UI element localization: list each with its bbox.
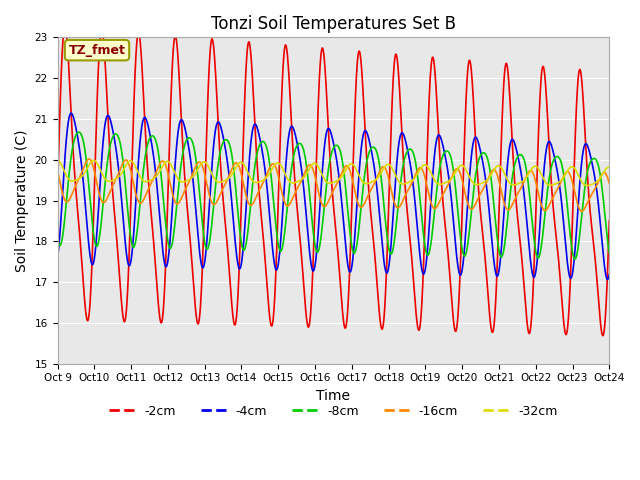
Line: -2cm: -2cm: [58, 26, 609, 336]
-16cm: [82, 160, 90, 166]
-4cm: [323, 132, 330, 137]
-8cm: [323, 185, 330, 191]
-4cm: [82, 210, 90, 216]
Line: -4cm: -4cm: [58, 113, 609, 279]
-4cm: [488, 242, 496, 248]
-4cm: [67, 110, 75, 116]
Line: -16cm: -16cm: [58, 159, 609, 211]
Title: Tonzi Soil Temperatures Set B: Tonzi Soil Temperatures Set B: [211, 15, 456, 33]
-8cm: [605, 251, 613, 256]
-16cm: [578, 208, 586, 214]
-16cm: [488, 168, 496, 173]
Text: TZ_fmet: TZ_fmet: [68, 44, 125, 57]
-8cm: [82, 155, 90, 161]
Legend: -2cm, -4cm, -8cm, -16cm, -32cm: -2cm, -4cm, -8cm, -16cm, -32cm: [104, 400, 563, 423]
-16cm: [590, 188, 598, 194]
-16cm: [605, 180, 613, 186]
-16cm: [323, 203, 330, 208]
-2cm: [61, 24, 69, 29]
-2cm: [589, 238, 597, 244]
-8cm: [571, 256, 579, 262]
-32cm: [488, 170, 496, 176]
-4cm: [54, 255, 61, 261]
-4cm: [589, 167, 597, 172]
-2cm: [488, 329, 496, 335]
-2cm: [323, 83, 330, 89]
-16cm: [589, 189, 597, 194]
-8cm: [590, 156, 598, 161]
-32cm: [605, 165, 613, 170]
Y-axis label: Soil Temperature (C): Soil Temperature (C): [15, 129, 29, 272]
-8cm: [308, 212, 316, 217]
-4cm: [589, 168, 597, 174]
-32cm: [583, 183, 591, 189]
-8cm: [54, 235, 61, 241]
-32cm: [589, 181, 597, 187]
Line: -32cm: -32cm: [58, 160, 609, 186]
-16cm: [85, 156, 93, 162]
-2cm: [82, 311, 90, 317]
X-axis label: Time: Time: [316, 389, 351, 403]
-2cm: [589, 240, 597, 246]
-4cm: [604, 276, 611, 282]
-8cm: [488, 186, 496, 192]
-4cm: [308, 264, 316, 269]
-8cm: [589, 156, 597, 161]
-16cm: [308, 163, 316, 169]
-4cm: [605, 271, 613, 277]
-8cm: [75, 129, 83, 135]
-32cm: [54, 157, 61, 163]
-32cm: [322, 179, 330, 184]
-2cm: [599, 333, 607, 338]
-16cm: [54, 168, 61, 173]
Line: -8cm: -8cm: [58, 132, 609, 259]
-32cm: [82, 168, 90, 174]
-32cm: [307, 163, 315, 168]
-2cm: [308, 297, 316, 302]
-2cm: [605, 217, 613, 223]
-32cm: [589, 181, 597, 187]
-2cm: [54, 187, 61, 192]
